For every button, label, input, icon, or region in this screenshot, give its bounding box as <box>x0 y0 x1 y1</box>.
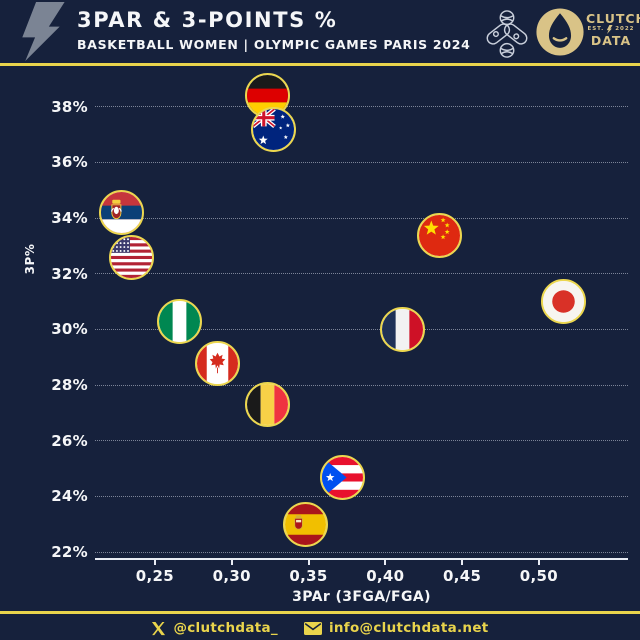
data-point-flag-china <box>416 212 462 258</box>
clutch-logo-top: CLUTCH <box>586 11 640 26</box>
gridline-26% <box>95 440 628 442</box>
x-tick-mark <box>230 560 233 565</box>
x-tick-label: 0,30 <box>212 567 251 585</box>
gridline-24% <box>95 496 628 497</box>
gridline-36% <box>95 161 628 163</box>
x-tick-label: 0,45 <box>443 567 482 585</box>
data-point-flag-nigeria <box>156 298 202 344</box>
y-tick-label: 32% <box>51 264 88 283</box>
envelope-icon <box>303 621 322 635</box>
data-point-flag-spain <box>282 502 328 548</box>
y-tick-label: 34% <box>51 208 88 227</box>
flag-be <box>246 384 288 426</box>
page-title: 3PAR & 3-POINTS % <box>77 8 338 32</box>
y-tick-label: 22% <box>51 542 88 561</box>
email-address: info@clutchdata.net <box>328 620 489 636</box>
flag-pr <box>321 456 363 498</box>
twitter-link[interactable]: @clutchdata_ <box>151 620 278 636</box>
x-tick-mark <box>537 560 540 565</box>
flag-ng <box>158 300 200 342</box>
gridline-28% <box>95 384 628 386</box>
footer: @clutchdata_ info@clutchdata.net <box>0 617 640 639</box>
flag-ca <box>197 342 239 384</box>
data-point-flag-france <box>379 307 425 353</box>
x-axis-title: 3PAr (3FGA/FGA) <box>292 589 431 605</box>
gridline-32% <box>95 273 628 275</box>
y-tick-label: 28% <box>51 375 88 394</box>
data-point-flag-belgium <box>244 382 290 428</box>
flag-es <box>284 504 326 546</box>
clutch-data-logo: CLUTCH EST. 2022 DATA <box>586 11 640 48</box>
lightning-bolt-logo <box>22 1 65 62</box>
gridline-30% <box>95 328 628 330</box>
footer-divider <box>0 611 640 614</box>
gridline-38% <box>95 106 628 108</box>
data-point-flag-puerto-rico <box>319 454 365 500</box>
x-tick-label: 0,25 <box>135 567 174 585</box>
y-tick-label: 36% <box>51 153 88 172</box>
flag-us <box>111 236 153 278</box>
x-tick-mark <box>461 560 464 565</box>
small-bolt-icon <box>607 25 613 34</box>
y-tick-label: 38% <box>51 97 88 116</box>
est-label: EST. <box>587 26 605 32</box>
flag-fr <box>381 309 423 351</box>
x-twitter-icon <box>152 621 166 635</box>
flag-rs <box>100 192 142 234</box>
data-point-flag-germany <box>244 73 290 119</box>
x-tick-mark <box>384 560 387 565</box>
year-label: 2022 <box>615 26 635 32</box>
y-tick-label: 26% <box>51 431 88 450</box>
flag-au <box>252 108 294 150</box>
email-link[interactable]: info@clutchdata.net <box>303 620 489 636</box>
clutch-logo-bottom: DATA <box>590 33 632 48</box>
basketball-pictogram-icon <box>486 10 528 58</box>
flag-cn <box>418 214 460 256</box>
x-tick-mark <box>153 560 156 565</box>
twitter-handle: @clutchdata_ <box>173 620 278 636</box>
y-tick-label: 24% <box>51 487 88 506</box>
paris-2024-flame-icon <box>536 8 584 56</box>
page-subtitle: BASKETBALL WOMEN | OLYMPIC GAMES PARIS 2… <box>77 37 471 52</box>
flag-jp <box>542 281 584 323</box>
header-divider <box>0 63 640 66</box>
data-point-flag-japan <box>540 279 586 325</box>
clutch-logo-est-row: EST. 2022 <box>586 25 636 34</box>
gridline-22% <box>95 551 628 553</box>
x-tick-label: 0,50 <box>519 567 559 585</box>
data-point-flag-serbia <box>98 190 144 236</box>
x-tick-mark <box>307 560 310 565</box>
x-axis-line <box>95 558 628 560</box>
data-point-flag-canada <box>195 340 241 386</box>
gridline-34% <box>95 217 628 219</box>
data-point-flag-united-states <box>109 234 155 280</box>
x-tick-label: 0,35 <box>289 567 328 585</box>
y-tick-label: 30% <box>51 320 88 339</box>
scatter-plot-area: 22% 24% 26% 28% 30% 32% 34% 36% 38% 0,25 0,30 0,35 0… <box>0 66 640 612</box>
data-point-flag-australia <box>250 106 296 152</box>
x-tick-label: 0,40 <box>366 567 405 585</box>
